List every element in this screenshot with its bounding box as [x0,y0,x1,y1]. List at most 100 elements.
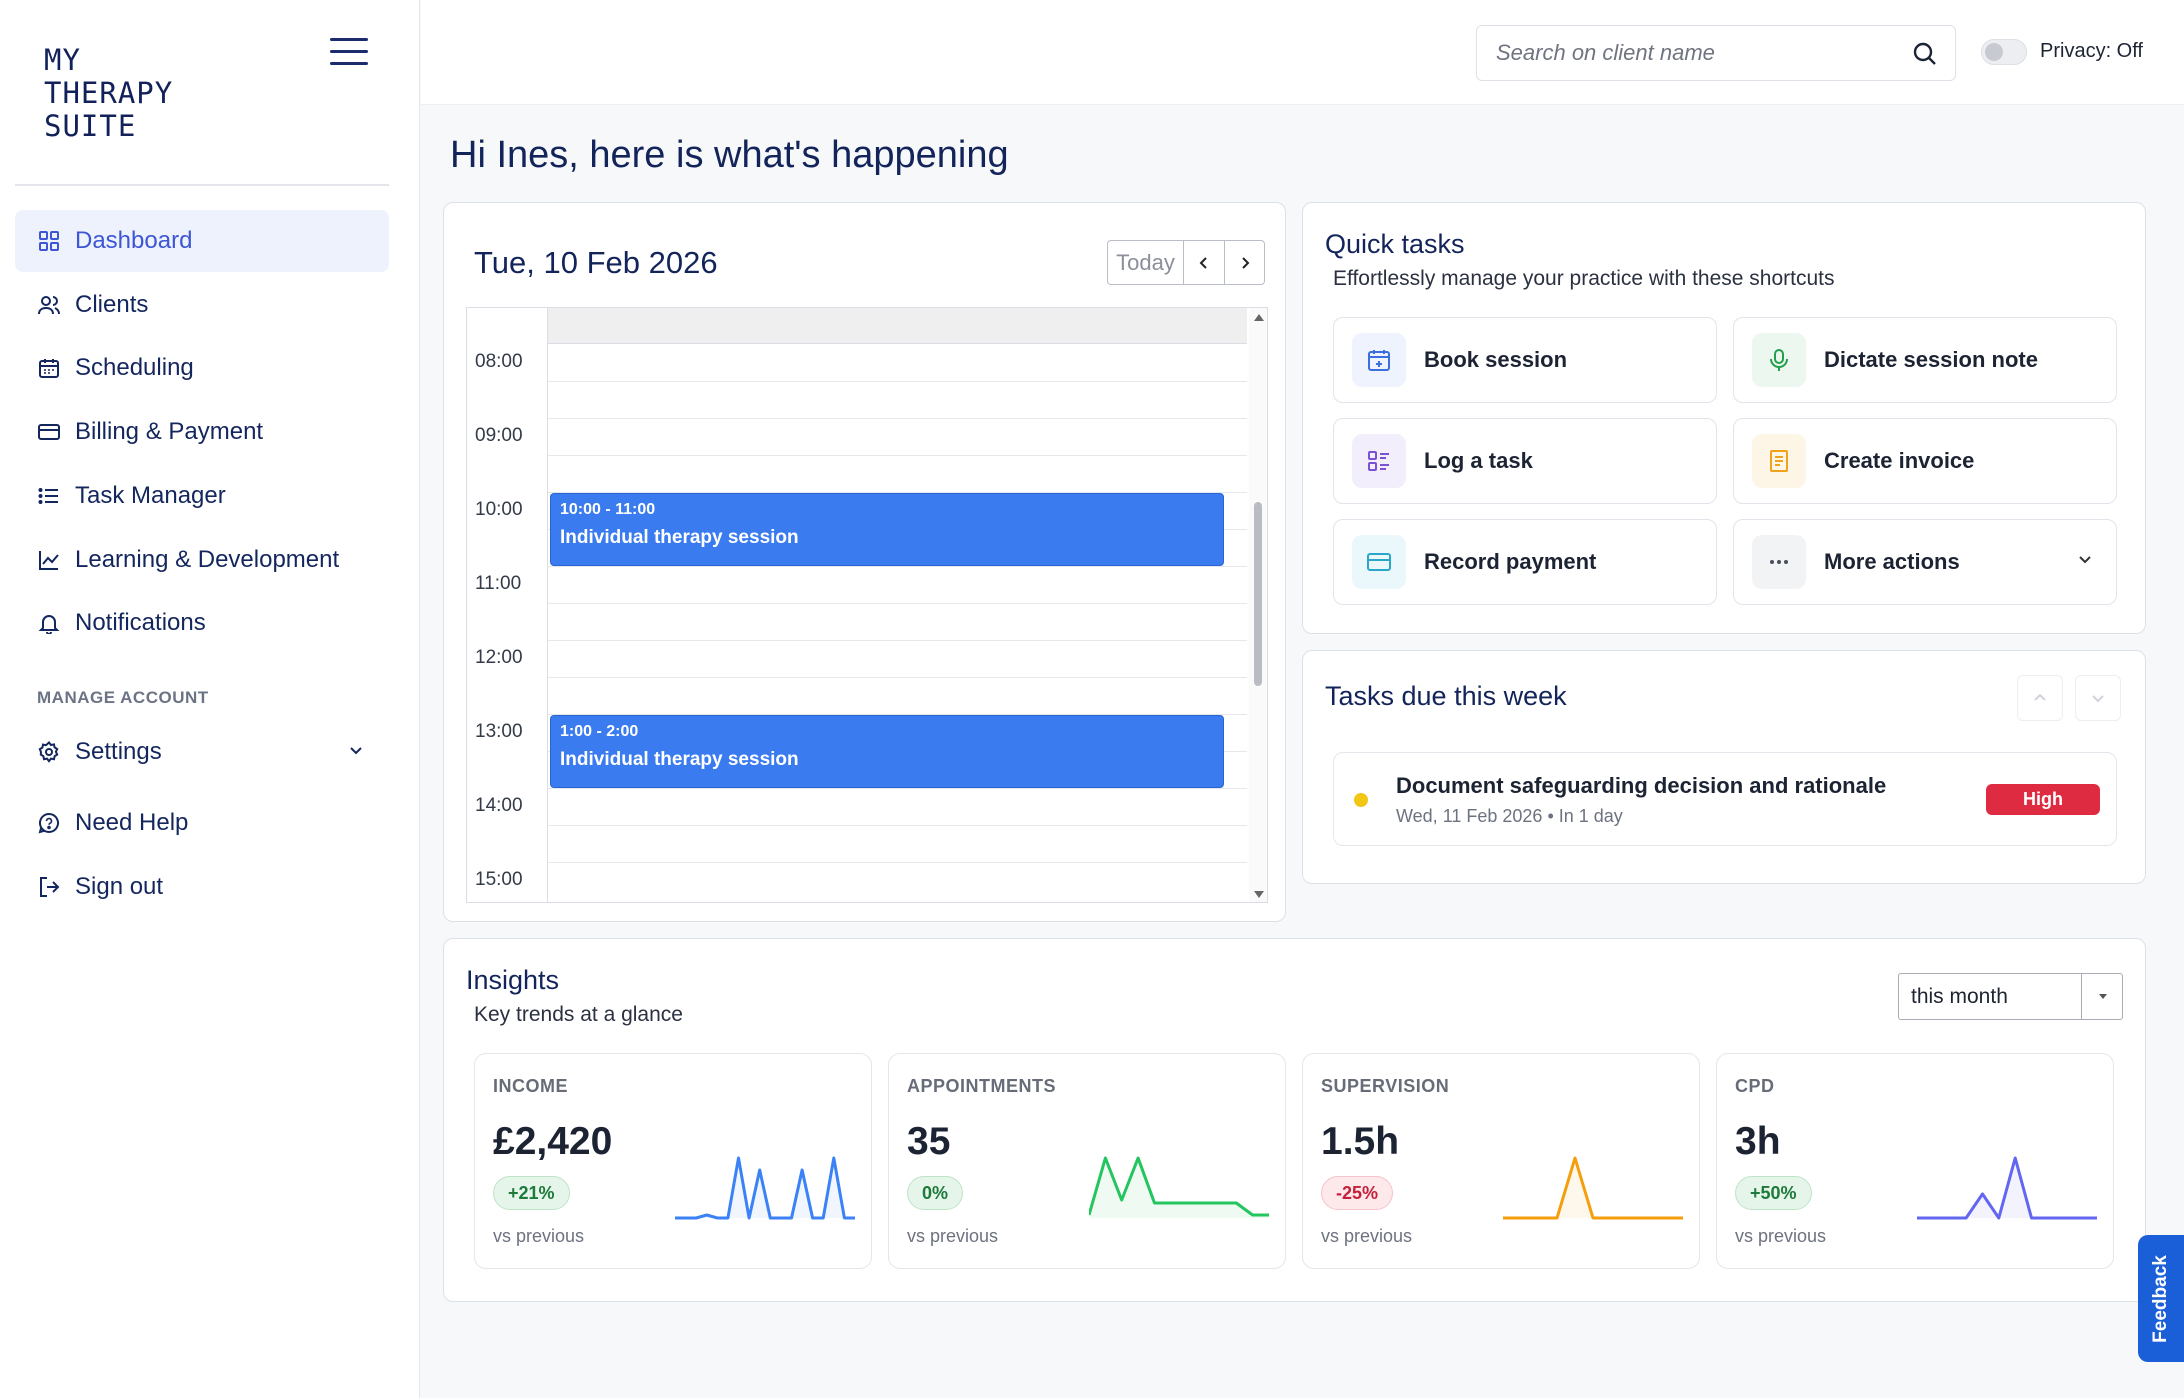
task-item[interactable]: Document safeguarding decision and ratio… [1333,752,2117,846]
today-button[interactable]: Today [1108,241,1184,284]
record-payment-button[interactable]: Record payment [1333,519,1717,605]
metric-card-supervision[interactable]: SUPERVISION 1.5h -25% vs previous [1302,1053,1700,1269]
scrollbar-thumb[interactable] [1254,502,1262,686]
period-select[interactable]: this month [1898,973,2123,1020]
metric-change-badge: 0% [907,1176,964,1210]
book-session-button[interactable]: Book session [1333,317,1717,403]
sidebar-item-label: Dashboard [75,227,193,254]
metric-value: £2,420 [493,1120,613,1163]
time-column-divider [547,308,548,902]
feedback-button[interactable]: Feedback [2138,1235,2184,1362]
sidebar-item-label: Task Manager [75,482,226,509]
sidebar-item-need-help[interactable]: Need Help [15,792,389,854]
grid-line [547,455,1247,456]
log-task-button[interactable]: Log a task [1333,418,1717,504]
sidebar-item-clients[interactable]: Clients [15,274,389,336]
bell-icon [37,611,61,635]
time-label: 14:00 [475,795,523,816]
chevron-down-icon[interactable] [347,741,365,764]
calendar-plus-icon [1352,333,1406,387]
grid-line [547,566,1247,567]
calendar-scrollbar[interactable] [1249,308,1267,902]
dictate-session-note-button[interactable]: Dictate session note [1733,317,2117,403]
scroll-down-arrow-icon[interactable] [1254,891,1264,898]
time-label: 11:00 [475,573,522,594]
grid-line [547,418,1247,419]
metric-card-cpd[interactable]: CPD 3h +50% vs previous [1716,1053,2114,1269]
gear-icon [37,740,61,764]
priority-badge: High [1986,784,2100,815]
sparkline-area [675,1158,855,1218]
grid-line [547,677,1247,678]
metric-card-income[interactable]: INCOME £2,420 +21% vs previous [474,1053,872,1269]
quick-task-label: Record payment [1424,549,1597,574]
privacy-toggle[interactable] [1981,39,2027,65]
task-meta: Wed, 11 Feb 2026 • In 1 day [1396,806,1623,826]
quick-task-label: More actions [1824,549,1960,574]
metric-compare-label: vs previous [493,1226,585,1246]
calendar-event[interactable]: 10:00 - 11:00 Individual therapy session [550,493,1224,566]
chevron-down-icon [2092,695,2104,703]
sidebar-item-task-manager[interactable]: Task Manager [15,465,389,527]
sidebar-item-learning[interactable]: Learning & Development [15,529,389,591]
event-time: 1:00 - 2:00 [560,723,639,740]
search-input[interactable] [1477,26,1877,80]
quick-tasks-title: Quick tasks [1325,229,1465,259]
insights-subtitle: Key trends at a glance [474,1003,683,1026]
metric-change-badge: +50% [1735,1176,1812,1210]
calendar-event[interactable]: 1:00 - 2:00 Individual therapy session [550,715,1224,788]
sparkline-line [1503,1156,1683,1220]
sparkline-appointments [1089,1156,1269,1218]
more-actions-button[interactable]: More actions [1733,519,2117,605]
next-day-button[interactable] [1224,241,1264,284]
sidebar-item-scheduling[interactable]: Scheduling [15,337,389,399]
sidebar-item-dashboard[interactable]: Dashboard [15,210,389,272]
search-icon[interactable] [1911,40,1939,68]
sidebar-item-label: Need Help [75,809,189,836]
sparkline-line [675,1156,855,1220]
event-name: Individual therapy session [560,749,799,770]
grid-line [547,788,1247,789]
metric-label: INCOME [493,1076,568,1096]
quick-tasks-subtitle: Effortlessly manage your practice with t… [1333,267,1835,290]
sidebar-item-label: Clients [75,291,149,318]
metric-card-appointments[interactable]: APPOINTMENTS 35 0% vs previous [888,1053,1286,1269]
calendar-grid[interactable]: 08:00 09:00 10:00 11:00 12:00 13:00 14:0… [466,307,1268,903]
list-icon [37,484,61,508]
tasks-prev-button[interactable] [2017,675,2063,721]
metric-change-badge: +21% [493,1176,570,1210]
page-title: Hi Ines, here is what's happening [450,134,1009,176]
quick-task-label: Create invoice [1824,448,1975,473]
create-invoice-button[interactable]: Create invoice [1733,418,2117,504]
task-name: Document safeguarding decision and ratio… [1396,773,1887,798]
sidebar-item-billing[interactable]: Billing & Payment [15,401,389,463]
hamburger-menu-icon[interactable] [330,38,368,66]
calendar-icon [37,356,61,380]
grid-line [547,714,1247,715]
tasks-due-card: Tasks due this week Document safeguardin… [1302,650,2146,884]
scroll-up-arrow-icon[interactable] [1254,314,1264,321]
privacy-label: Privacy: Off [2040,40,2143,62]
chevron-up-icon [2034,693,2046,701]
metric-value: 3h [1735,1120,1781,1163]
sparkline-supervision [1503,1156,1683,1220]
prev-day-button[interactable] [1184,241,1224,284]
grid-line [547,862,1247,863]
sidebar-item-label: Sign out [75,873,164,900]
sidebar-divider [15,184,389,186]
time-label: 15:00 [475,869,523,890]
sparkline-cpd [1917,1156,2097,1220]
metric-label: CPD [1735,1076,1775,1096]
sidebar-item-settings[interactable]: Settings [15,721,389,783]
time-label: 12:00 [475,647,523,668]
users-icon [37,293,61,317]
sidebar-item-sign-out[interactable]: Sign out [15,856,389,918]
quick-tasks-card: Quick tasks Effortlessly manage your pra… [1302,202,2146,634]
priority-dot [1354,793,1368,807]
sidebar-item-notifications[interactable]: Notifications [15,592,389,654]
tasks-next-button[interactable] [2075,675,2121,721]
sidebar-item-label: Notifications [75,609,206,636]
grid-line [547,640,1247,641]
quick-task-label: Log a task [1424,448,1533,473]
app-logo[interactable]: MY THERAPY SUITE [44,43,174,143]
